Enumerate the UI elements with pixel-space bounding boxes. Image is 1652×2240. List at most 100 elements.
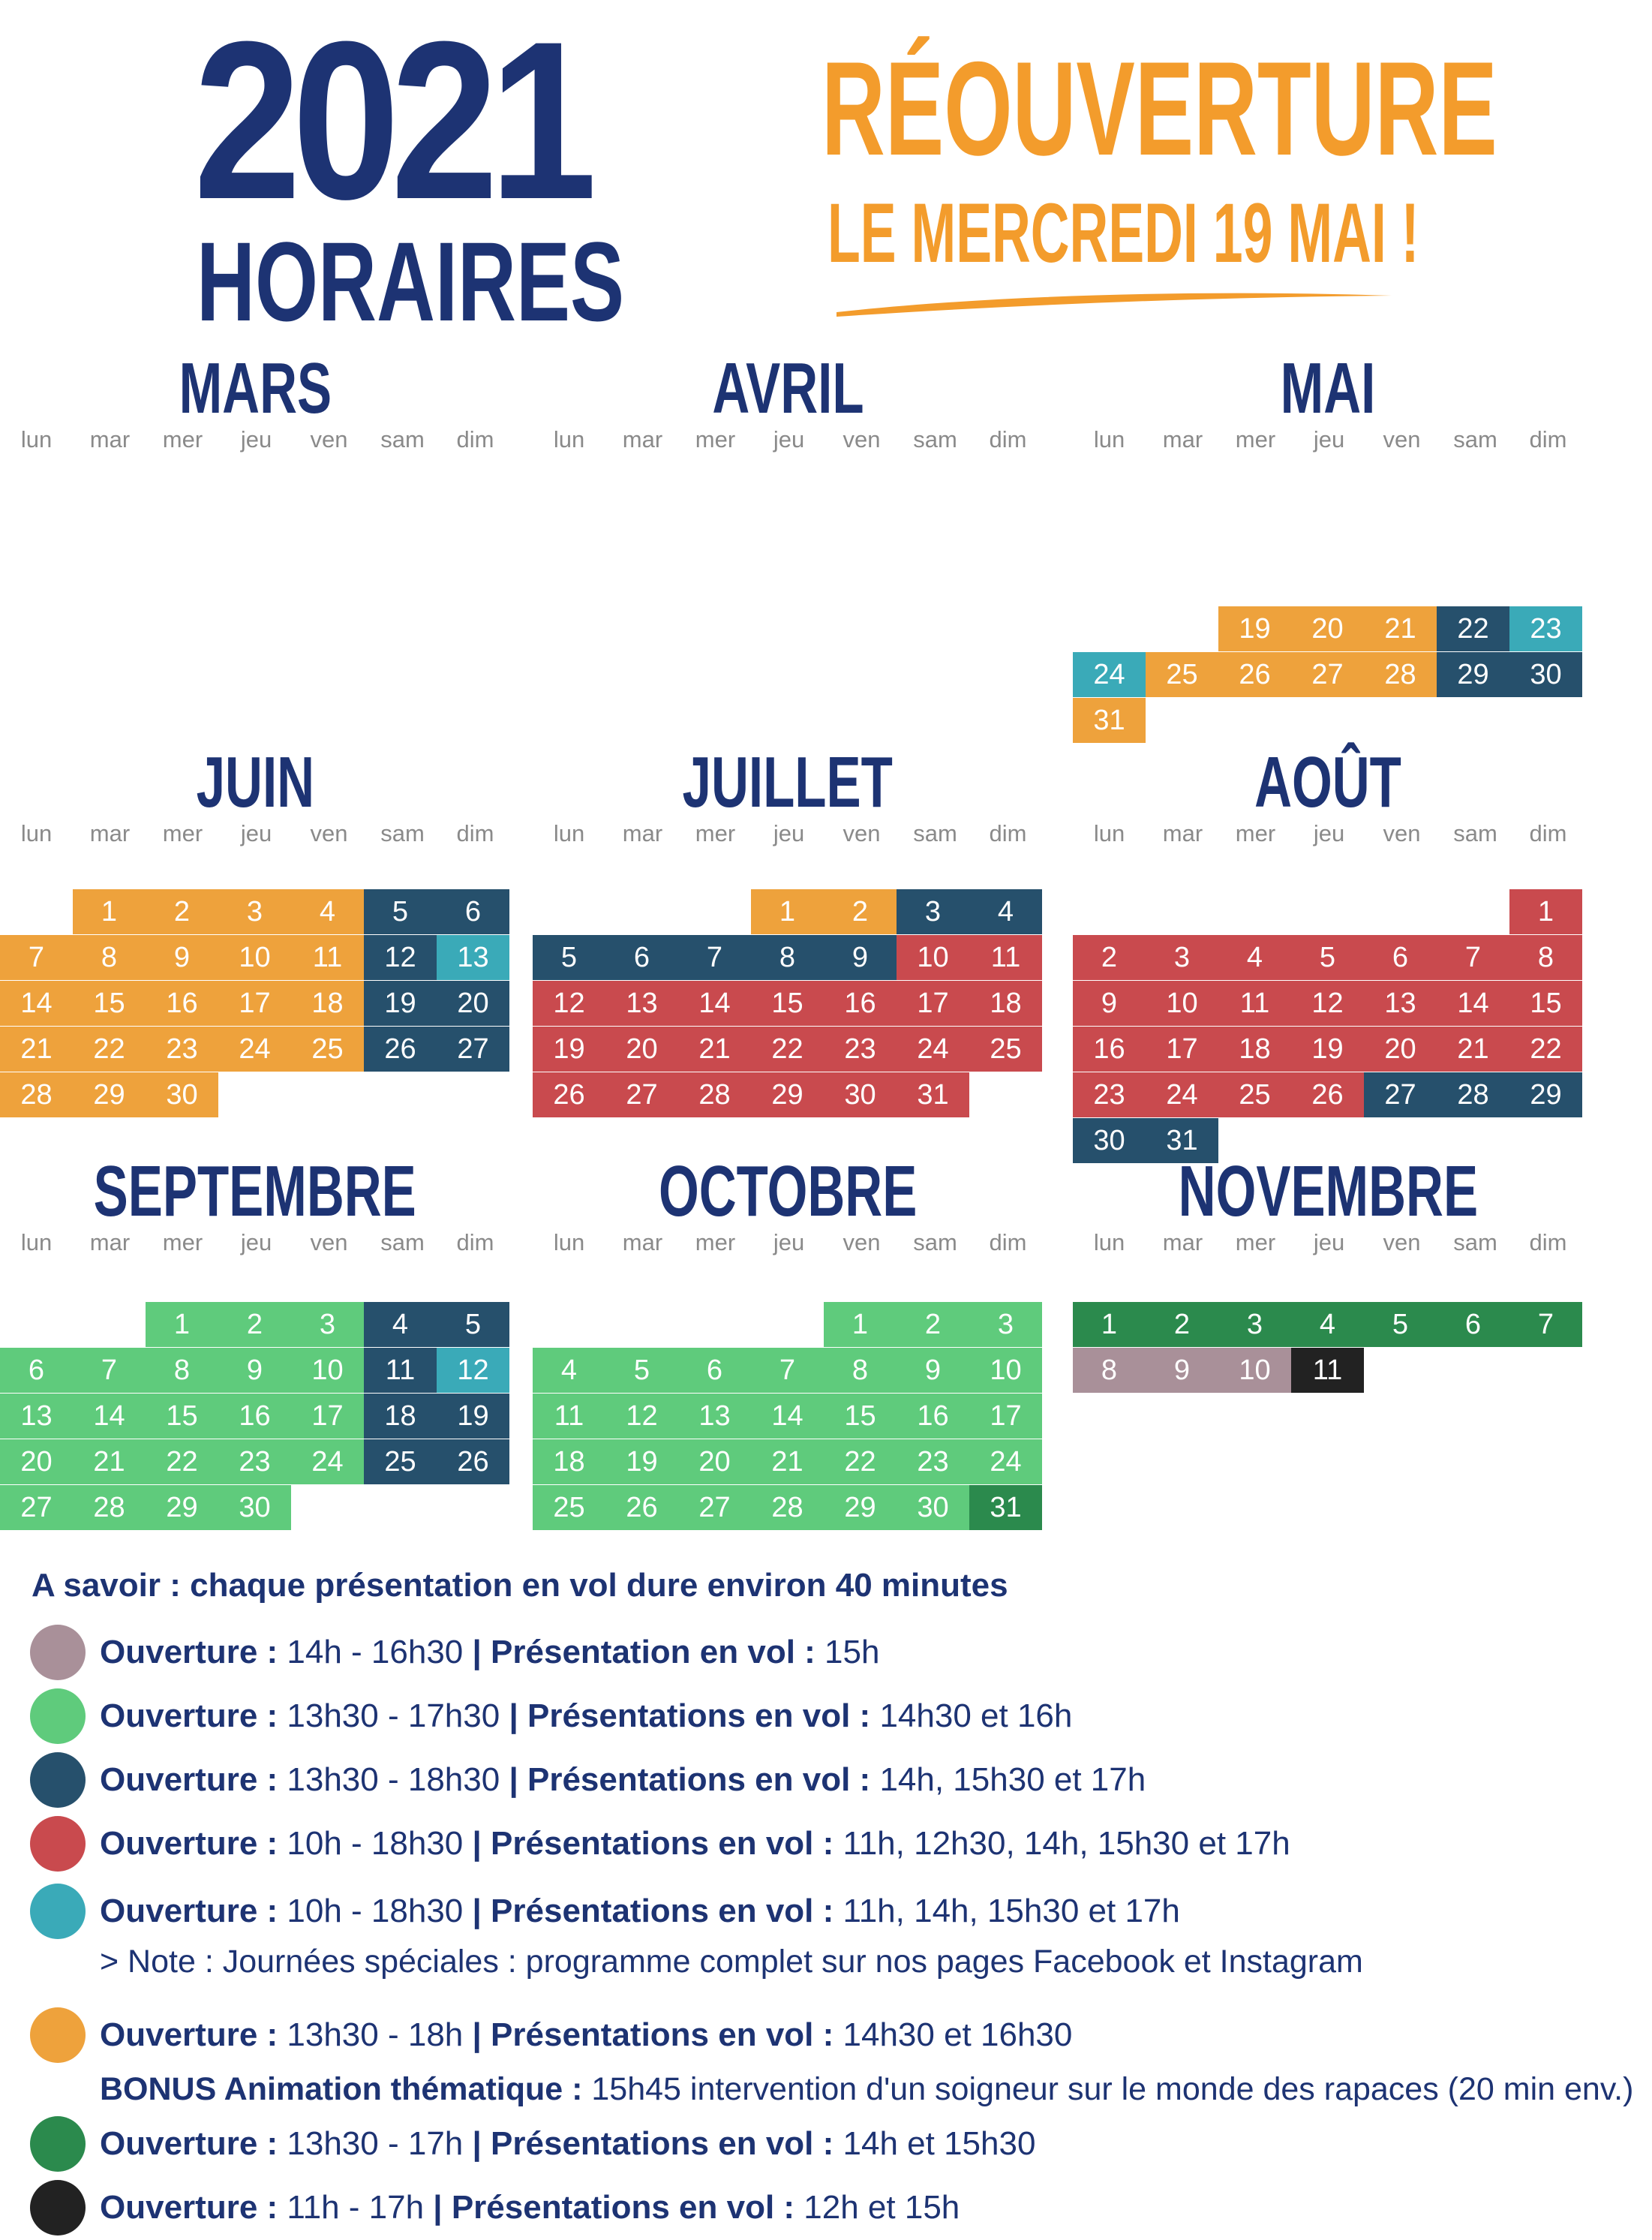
month-title: JUIN: [0, 747, 510, 819]
day-cell: 24: [1146, 1072, 1218, 1117]
legend-row: Ouverture : 10h - 18h30 | Présentations …: [0, 1816, 1652, 1876]
day-cell: 3: [1218, 1302, 1291, 1347]
weekday-label: jeu: [773, 426, 805, 453]
legend-text: Ouverture : 10h - 18h30 | Présentations …: [100, 1893, 1180, 1930]
weekday-label: jeu: [1313, 426, 1345, 453]
day-cell: 5: [605, 1348, 678, 1393]
day-cell: 10: [291, 1348, 364, 1393]
day-cell: 17: [969, 1394, 1042, 1439]
weekday-label: dim: [456, 426, 494, 453]
weekday-label: lun: [553, 1229, 585, 1255]
day-cell: 28: [1437, 1072, 1509, 1117]
day-cell: 19: [533, 1027, 605, 1072]
day-cell: 11: [364, 1348, 437, 1393]
day-cell: 18: [291, 981, 364, 1026]
weekday-label: lun: [20, 1229, 53, 1255]
day-cell: 29: [146, 1485, 218, 1530]
day-cell: 31: [969, 1485, 1042, 1530]
day-cell: 6: [678, 1348, 751, 1393]
day-cell: 4: [291, 889, 364, 934]
day-cell: 2: [897, 1302, 969, 1347]
day-cell: 9: [1146, 1348, 1218, 1393]
day-cell: 16: [897, 1394, 969, 1439]
day-cell: 5: [1364, 1302, 1437, 1347]
month-title-text: AOÛT: [1254, 742, 1401, 822]
weekday-header: lun mar mer jeu ven sam dim: [533, 820, 1043, 850]
weekday-label: dim: [989, 820, 1027, 846]
weekday-label: ven: [310, 1229, 348, 1255]
day-cell: 11: [1291, 1348, 1364, 1393]
flight-label: Présentations en vol :: [481, 1893, 834, 1929]
day-cell: 20: [1364, 1027, 1437, 1072]
day-cell: 12: [364, 935, 437, 980]
weekday-label: sam: [1453, 426, 1497, 453]
day-cell: 3: [897, 889, 969, 934]
weekday-label: jeu: [240, 426, 272, 453]
weekday-label: ven: [843, 426, 881, 453]
weekday-label: mer: [1235, 1229, 1276, 1255]
day-cell: 28: [678, 1072, 751, 1117]
day-cell: 28: [0, 1072, 73, 1117]
day-cell: 18: [969, 981, 1042, 1026]
month-title-text: SEPTEMBRE: [93, 1151, 417, 1231]
day-cell: 25: [1218, 1072, 1291, 1117]
weekday-label: ven: [843, 820, 881, 846]
opening-hours: 10h - 18h30: [278, 1893, 473, 1929]
day-cell: 25: [291, 1027, 364, 1072]
weekday-header: lun mar mer jeu ven sam dim: [0, 426, 510, 456]
day-cell: 26: [533, 1072, 605, 1117]
day-cell: 12: [605, 1394, 678, 1439]
flight-label: Présentations en vol :: [518, 1761, 871, 1798]
flight-times: 14h30 et 16h30: [834, 2016, 1073, 2053]
opening-label: Ouverture :: [100, 1761, 278, 1798]
weekday-label: mer: [1235, 820, 1276, 846]
day-cell: 22: [73, 1027, 146, 1072]
opening-hours: 13h30 - 18h30: [278, 1761, 509, 1798]
day-cell: 17: [291, 1394, 364, 1439]
weekday-header: lun mar mer jeu ven sam dim: [1073, 426, 1583, 456]
day-cell: 27: [605, 1072, 678, 1117]
weekday-label: jeu: [1313, 820, 1345, 846]
weekday-label: mar: [89, 820, 131, 846]
weekday-header: lun mar mer jeu ven sam dim: [533, 426, 1043, 456]
day-cell: 14: [751, 1394, 824, 1439]
separator: |: [472, 1825, 482, 1862]
month-title: AOÛT: [1073, 747, 1583, 819]
day-cell: 8: [146, 1348, 218, 1393]
day-cell: 12: [1291, 981, 1364, 1026]
flight-label: Présentation en vol :: [481, 1634, 815, 1670]
separator: |: [509, 1697, 518, 1734]
weekday-label: lun: [1093, 426, 1125, 453]
day-cell: 20: [605, 1027, 678, 1072]
day-cell: 26: [1291, 1072, 1364, 1117]
day-cell: 24: [1073, 652, 1146, 697]
day-cell: 22: [751, 1027, 824, 1072]
opening-hours: 13h30 - 17h30: [278, 1697, 509, 1734]
weekday-label: mar: [622, 1229, 663, 1255]
day-cell: 8: [1073, 1348, 1146, 1393]
weekday-label: dim: [1529, 1229, 1567, 1255]
special-days-note: > Note : Journées spéciales : programme …: [100, 1944, 1363, 1980]
color-swatch-icon: [30, 2180, 86, 2235]
weekday-label: sam: [913, 426, 957, 453]
separator: |: [509, 1761, 518, 1798]
day-cell: 19: [1218, 606, 1291, 651]
day-cell: 27: [1364, 1072, 1437, 1117]
color-swatch-icon: [30, 1816, 86, 1872]
day-cell: 21: [678, 1027, 751, 1072]
day-cell: 6: [1364, 935, 1437, 980]
flight-duration-note: A savoir : chaque présentation en vol du…: [32, 1567, 1008, 1604]
opening-hours: 14h - 16h30: [278, 1634, 473, 1670]
day-cell: 2: [1073, 935, 1146, 980]
flight-times: 12h et 15h: [794, 2189, 960, 2226]
day-cell: 15: [73, 981, 146, 1026]
legend-text: Ouverture : 14h - 16h30 | Présentation e…: [100, 1634, 879, 1671]
day-cell: 7: [678, 935, 751, 980]
day-cell: 3: [218, 889, 291, 934]
day-cell: 14: [73, 1394, 146, 1439]
weekday-label: dim: [989, 1229, 1027, 1255]
day-cell: 10: [218, 935, 291, 980]
day-cell: 1: [146, 1302, 218, 1347]
bonus-label: BONUS Animation thématique :: [100, 2071, 583, 2107]
day-cell: 29: [73, 1072, 146, 1117]
